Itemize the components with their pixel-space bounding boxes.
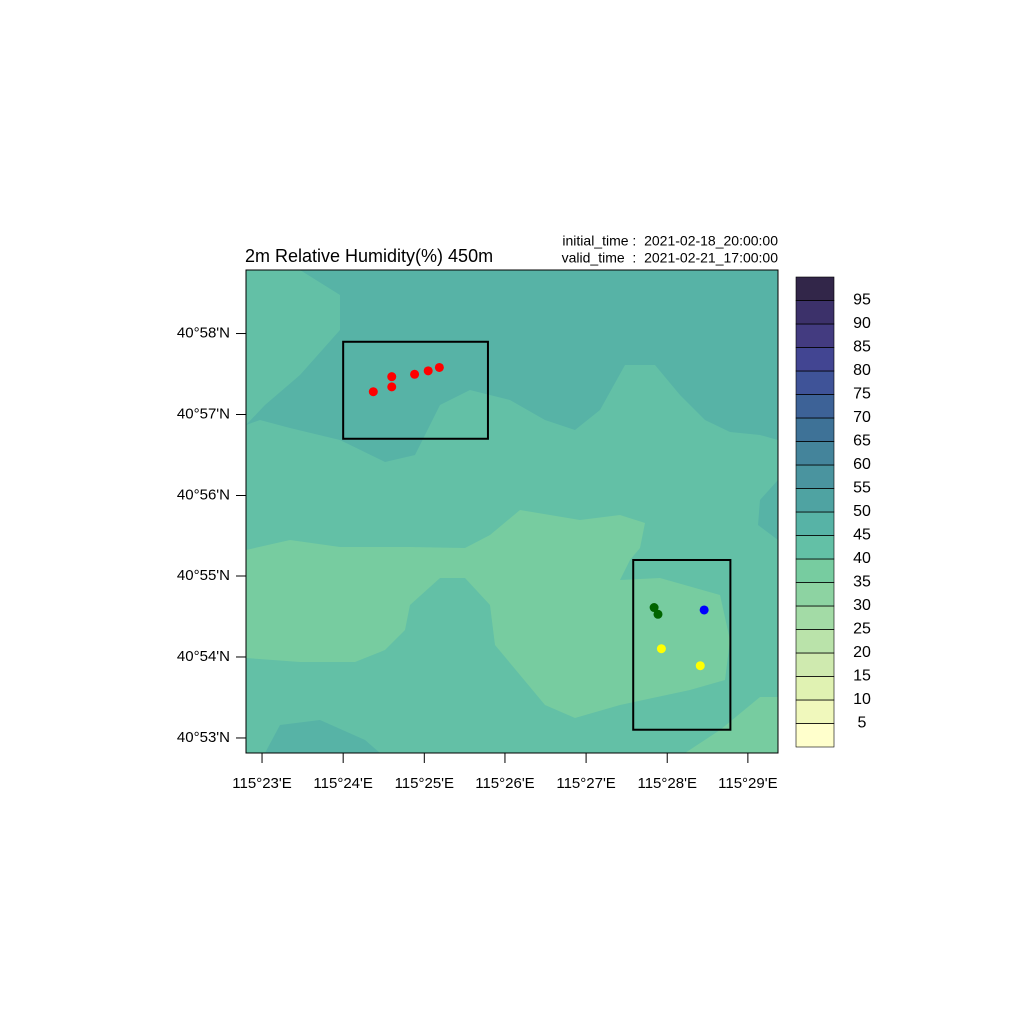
- station-point: [656, 644, 666, 654]
- contour-fill: [758, 480, 778, 540]
- contour-fill: [246, 510, 730, 718]
- colorbar-box: [795, 464, 835, 489]
- colorbar-label: 15: [853, 668, 871, 685]
- colorbar-box: [795, 323, 835, 348]
- colorbar-label: 35: [853, 574, 871, 591]
- station-point: [699, 605, 709, 615]
- y-tick-label: 40°56'N: [177, 486, 230, 503]
- x-tick-label: 115°28'E: [637, 775, 696, 792]
- colorbar-box: [795, 370, 835, 395]
- colorbar-label: 55: [853, 480, 871, 497]
- station-point: [695, 661, 705, 671]
- station-point: [653, 609, 663, 619]
- x-tick-label: 115°27'E: [556, 775, 615, 792]
- x-tick-label: 115°24'E: [313, 775, 372, 792]
- x-tick-label: 115°29'E: [718, 775, 777, 792]
- colorbar-box: [795, 723, 835, 748]
- station-point: [368, 387, 378, 397]
- station-point: [387, 382, 397, 392]
- colorbar-label: 75: [853, 386, 871, 403]
- colorbar-box: [795, 582, 835, 607]
- contour-fill: [685, 697, 778, 753]
- colorbar-label: 40: [853, 550, 871, 567]
- colorbar-label: 20: [853, 644, 871, 661]
- y-tick-label: 40°55'N: [177, 567, 230, 584]
- contour-fill: [246, 270, 778, 462]
- y-tick-label: 40°54'N: [177, 648, 230, 665]
- colorbar-box: [795, 605, 835, 630]
- colorbar-label: 90: [853, 315, 871, 332]
- colorbar-box: [795, 558, 835, 583]
- colorbar-box: [795, 629, 835, 654]
- contour-field: [246, 270, 778, 753]
- colorbar-box: [795, 488, 835, 513]
- colorbar-label: 85: [853, 339, 871, 356]
- valid-time: valid_time : 2021-02-21_17:00:00: [562, 250, 779, 266]
- colorbar-label: 65: [853, 433, 871, 450]
- colorbar-label: 10: [853, 691, 871, 708]
- colorbar-box: [795, 535, 835, 560]
- station-point: [423, 366, 433, 376]
- colorbar-box: [795, 676, 835, 701]
- colorbar-label: 60: [853, 456, 871, 473]
- colorbar-box: [795, 417, 835, 442]
- x-tick-label: 115°26'E: [475, 775, 534, 792]
- initial-time: initial_time : 2021-02-18_20:00:00: [562, 233, 778, 249]
- x-tick-label: 115°25'E: [395, 775, 454, 792]
- colorbar-label: 25: [853, 621, 871, 638]
- y-tick-label: 40°58'N: [177, 324, 230, 341]
- station-point: [434, 362, 444, 372]
- y-tick-label: 40°57'N: [177, 405, 230, 422]
- x-tick-label: 115°23'E: [232, 775, 291, 792]
- colorbar-label: 50: [853, 503, 871, 520]
- colorbar-label: 95: [853, 292, 871, 309]
- colorbar-label: 80: [853, 362, 871, 379]
- colorbar-box: [795, 441, 835, 466]
- colorbar-box: [795, 699, 835, 724]
- colorbar-box: [795, 511, 835, 536]
- station-point: [649, 603, 659, 613]
- region-box: [342, 340, 489, 440]
- contour-fill: [265, 720, 380, 753]
- map-frame: [245, 269, 779, 754]
- colorbar-label: 70: [853, 409, 871, 426]
- y-tick-label: 40°53'N: [177, 729, 230, 746]
- colorbar-label: 30: [853, 597, 871, 614]
- colorbar-box: [795, 276, 835, 301]
- colorbar-box: [795, 347, 835, 372]
- region-box: [632, 558, 732, 731]
- station-point: [387, 372, 397, 382]
- station-point: [410, 369, 420, 379]
- colorbar-label: 45: [853, 527, 871, 544]
- colorbar-label: 5: [858, 715, 867, 732]
- colorbar-box: [795, 652, 835, 677]
- colorbar-box: [795, 300, 835, 325]
- title: 2m Relative Humidity(%) 450m: [245, 246, 493, 266]
- colorbar-box: [795, 394, 835, 419]
